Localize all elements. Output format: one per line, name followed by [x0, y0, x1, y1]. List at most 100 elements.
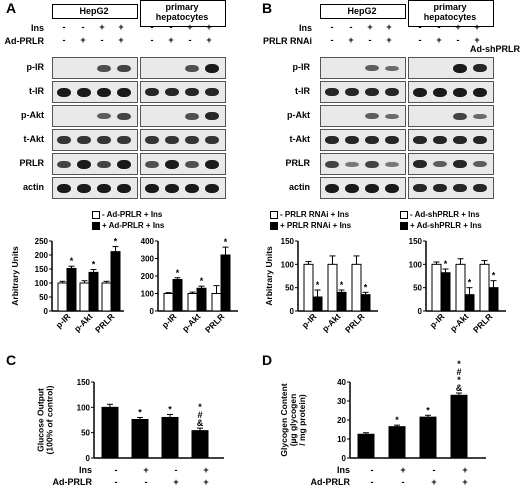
y-tick-label: 100 — [281, 260, 295, 269]
bar — [455, 263, 466, 312]
legend-text: + Ad-PRLR + Ins — [102, 221, 165, 230]
y-axis-label: Glycogen Content(µg glycogen/ mg protein… — [279, 383, 307, 456]
y-tick-label: 200 — [141, 272, 155, 281]
blot-band — [385, 161, 399, 167]
blot-band — [97, 160, 111, 168]
blot-strip — [408, 177, 494, 199]
sign-mark: + — [400, 465, 406, 475]
blot-band — [165, 159, 179, 169]
blot-strip — [408, 57, 494, 79]
sign-mark: + — [118, 22, 124, 32]
bar — [79, 282, 90, 312]
sign-mark: + — [206, 22, 212, 32]
y-tick-label: 40 — [337, 378, 346, 387]
y-tick-label: 150 — [281, 237, 295, 246]
chart-c: 0 50 100 150 Glucose Output(100% of control)… — [36, 378, 224, 463]
blot-strip — [408, 81, 494, 103]
sign-mark: + — [99, 22, 105, 32]
panel-a-legend-filled: + Ad-PRLR + Ins — [92, 221, 164, 230]
chart-b-left: 0 50 100 150 Arbitrary Units * p-IR * p-Akt * PRLR — [264, 237, 378, 335]
legend-text: + Ad-shPRLR + Ins — [410, 221, 482, 230]
legend-text: + PRLR RNAi + Ins — [280, 221, 352, 230]
bar — [440, 272, 451, 312]
sign-mark: + — [474, 22, 480, 32]
sign-mark: + — [118, 35, 124, 45]
bar — [303, 263, 314, 312]
blot-band — [365, 88, 379, 96]
blot-band — [97, 87, 111, 97]
panel-a-legend-open: - Ad-PRLR + Ins — [92, 210, 162, 219]
blot-band — [97, 136, 111, 144]
blot-band — [185, 112, 199, 120]
bar — [488, 287, 499, 312]
blot-strip — [52, 105, 138, 127]
blot-strip — [52, 81, 138, 103]
blot-label: p-IR — [292, 62, 311, 72]
chart-a-right: 0 100 200 300 400 * p-IR * p-Akt * PRLR — [141, 237, 238, 335]
panel-a-letter: A — [6, 0, 17, 16]
blot-label: p-Akt — [21, 110, 44, 120]
bar — [163, 293, 174, 312]
sign-mark: - — [401, 477, 405, 487]
blot-band — [145, 88, 159, 96]
sign-mark: + — [173, 477, 179, 487]
sign-mark: + — [462, 477, 468, 487]
y-tick-label: 10 — [337, 435, 346, 444]
blot-band — [185, 160, 199, 168]
blot-band — [453, 63, 467, 73]
blot-strip — [52, 177, 138, 199]
significance-mark: * — [395, 415, 399, 425]
blot-band — [77, 136, 91, 144]
y-tick-label: 0 — [44, 307, 49, 316]
blot-band — [185, 88, 199, 96]
significance-mark: * — [457, 375, 461, 385]
category-label: p-Akt — [320, 311, 343, 334]
blot-band — [365, 136, 379, 144]
bar — [196, 287, 207, 312]
blot-band — [413, 87, 427, 97]
y-tick-label: 100 — [35, 279, 49, 288]
blot-band — [185, 64, 199, 72]
sign-mark: - — [81, 22, 85, 32]
blot-band — [77, 87, 91, 97]
significance-mark: * — [468, 278, 472, 288]
panel-c-letter: C — [6, 352, 17, 368]
blot-band — [453, 87, 467, 97]
sign-mark: - — [432, 465, 436, 475]
blot-band — [185, 136, 199, 144]
filled-square-icon — [270, 221, 278, 230]
hepg2-header-text: HepG2 — [79, 6, 109, 16]
sign-mark: + — [431, 477, 437, 487]
blot-band — [453, 112, 467, 120]
bar — [351, 263, 362, 312]
y-axis-label-line: Arbitrary Units — [10, 246, 20, 306]
y-tick-label: 50 — [285, 284, 294, 293]
category-label: PRLR — [343, 311, 366, 334]
blot-band — [413, 160, 427, 168]
sign-mark: + — [80, 35, 86, 45]
blot-strip — [408, 129, 494, 151]
sign-mark: - — [330, 35, 334, 45]
significance-mark: * — [92, 260, 96, 270]
blot-band — [97, 183, 111, 193]
sign-mark: + — [187, 22, 193, 32]
sign-mark: - — [330, 22, 334, 32]
blot-band — [165, 88, 179, 96]
panel-c-row-ins: Ins — [78, 465, 92, 475]
blot-strip — [140, 177, 226, 199]
sign-mark: - — [418, 22, 422, 32]
sign-mark: - — [62, 35, 66, 45]
chart-d: 0 10 20 30 40 Glycogen Content(µg glycogen/ m… — [279, 359, 486, 463]
blot-band — [385, 113, 399, 119]
bar — [187, 293, 198, 312]
bar — [431, 263, 442, 312]
y-axis-label-line: (µg glycogen — [288, 394, 298, 447]
blot-strip — [140, 81, 226, 103]
bar — [211, 293, 222, 312]
bar — [101, 406, 119, 459]
bar — [336, 291, 347, 312]
blot-band — [57, 87, 71, 97]
significance-mark: * — [316, 280, 320, 290]
blot-band — [205, 136, 219, 144]
sign-mark: - — [114, 477, 118, 487]
